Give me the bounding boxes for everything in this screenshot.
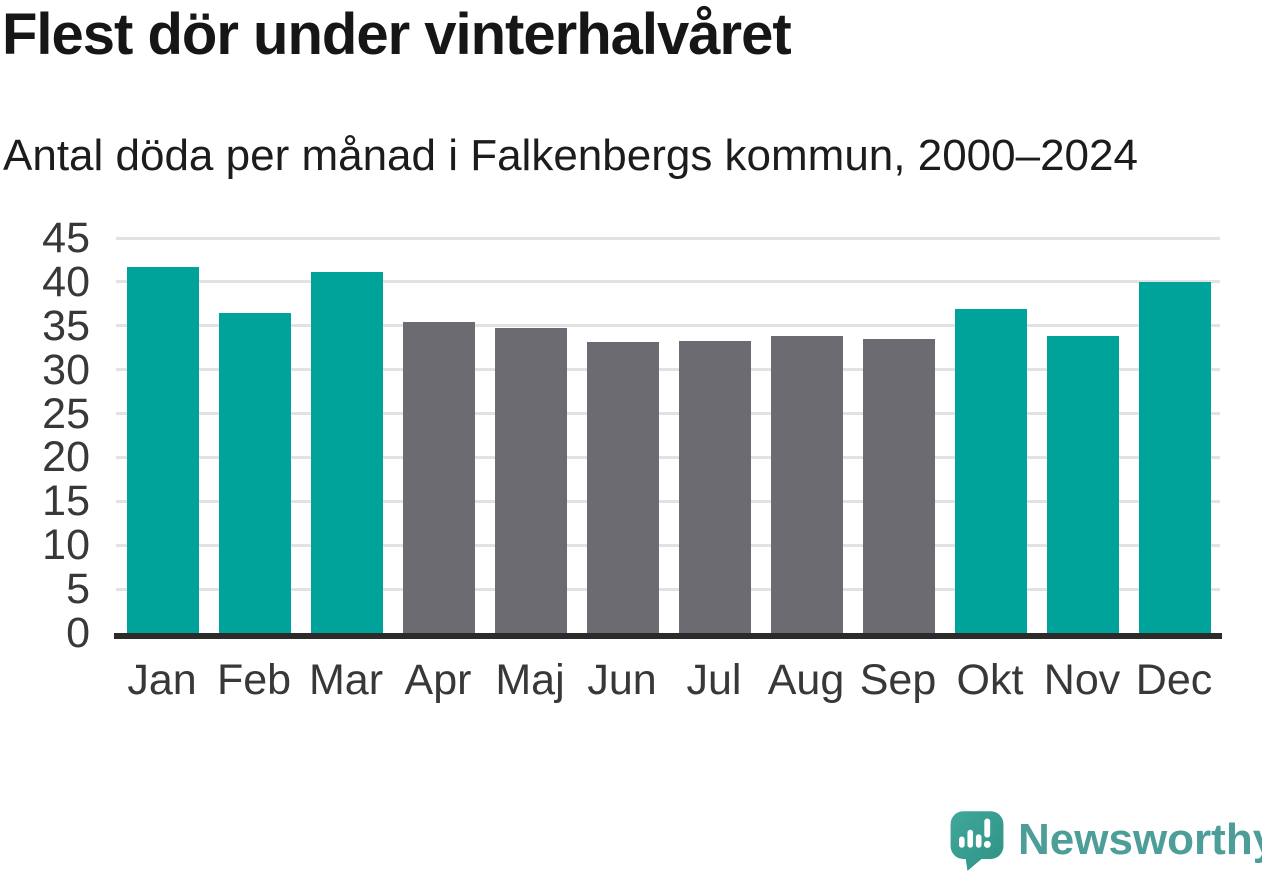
bar-aug: [771, 336, 843, 633]
brand-name: Newsworthy: [1018, 815, 1262, 864]
gridline: [116, 324, 1220, 328]
y-tick-label: 15: [42, 477, 90, 526]
bar-jul: [679, 340, 751, 633]
bar-maj: [495, 328, 567, 633]
gridline: [116, 455, 1220, 459]
bar-sep: [863, 338, 935, 633]
month-label: Dec: [1135, 656, 1213, 704]
month-label: Okt: [956, 656, 1024, 704]
y-tick-label: 45: [42, 214, 90, 262]
gridline: [116, 412, 1220, 416]
y-tick-label: 5: [66, 565, 90, 614]
bar-dec: [1139, 281, 1211, 633]
month-label: Nov: [1043, 656, 1121, 704]
exclamation-dot: [983, 840, 991, 848]
y-tick-label: 40: [42, 257, 90, 306]
mini-bar-1: [959, 836, 965, 848]
month-label: Jan: [127, 656, 197, 704]
y-tick-label: 35: [42, 301, 90, 350]
bar-feb: [219, 312, 291, 633]
y-tick-label: 30: [42, 345, 90, 394]
gridline: [116, 587, 1220, 591]
mini-bar-3: [975, 834, 982, 848]
month-label: Apr: [404, 656, 472, 704]
bar-jan: [127, 266, 199, 633]
newsworthy-logo-icon: [950, 811, 1004, 871]
month-label: Feb: [216, 656, 292, 704]
y-tick-label: 20: [42, 433, 90, 482]
gridline: [116, 280, 1220, 284]
mini-bar-2: [967, 829, 974, 848]
bar-apr: [403, 322, 475, 633]
bar-mar: [311, 272, 383, 633]
gridline: [116, 543, 1220, 547]
chart-subtitle: Antal döda per månad i Falkenbergs kommu…: [3, 131, 1138, 180]
month-label: Mar: [308, 656, 384, 704]
bar-okt: [955, 309, 1027, 633]
month-label: Aug: [767, 656, 845, 704]
month-label: Maj: [495, 656, 565, 704]
y-tick-label: 0: [66, 609, 90, 657]
month-label: Jul: [686, 656, 742, 704]
exclamation-line: [984, 818, 991, 838]
x-axis-line: [114, 633, 1222, 639]
y-tick-label: 25: [42, 389, 90, 438]
gridline: [116, 236, 1220, 240]
y-tick-label: 10: [42, 521, 90, 570]
chart-title: Flest dör under vinterhalvåret: [2, 2, 792, 67]
gridline: [116, 368, 1220, 372]
month-label: Jun: [587, 656, 657, 704]
newsworthy-brand: Newsworthy: [950, 810, 1262, 872]
bar-jun: [587, 342, 659, 633]
month-label: Sep: [859, 656, 937, 704]
bar-nov: [1047, 336, 1119, 633]
gridline: [116, 499, 1220, 503]
